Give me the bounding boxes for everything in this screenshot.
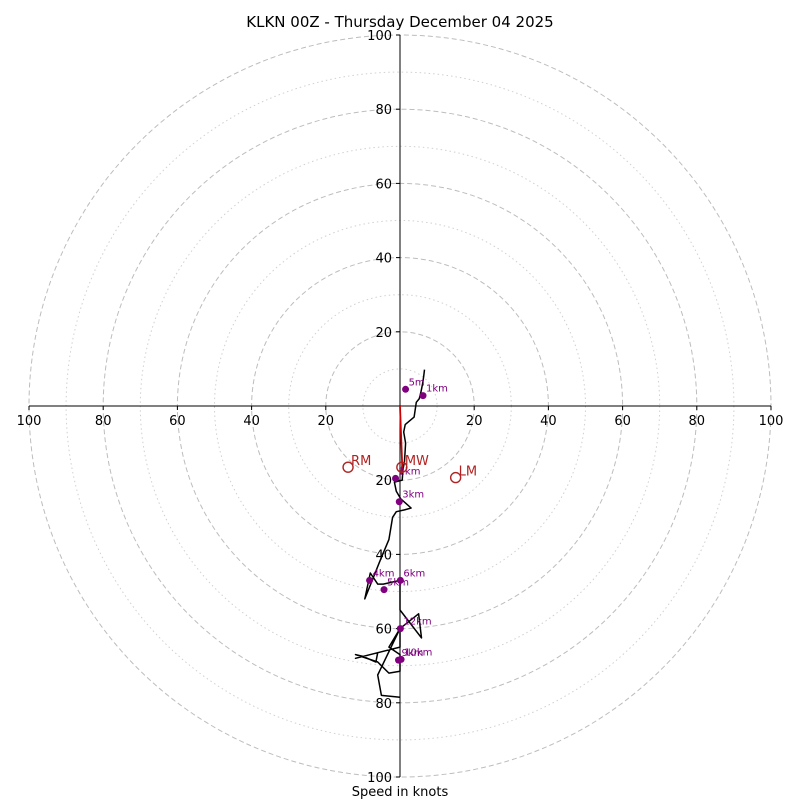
wind-trace [354,369,426,698]
storm-motion-line [399,405,404,475]
height-label-1km: 1km [426,384,448,395]
chart-title: KLKN 00Z - Thursday December 04 2025 [246,13,553,31]
height-marker-12km [396,625,404,633]
height-marker-3km [395,498,403,506]
height-label-6km: 6km [403,568,425,579]
motion-marker-RM [342,461,354,473]
wind-trace-group [354,369,426,698]
height-marker-2km [392,474,400,482]
x-tick-label: 40 [243,414,260,429]
y-tick-label: 80 [375,103,392,118]
motion-markers: RM LM MW [342,454,477,484]
x-tick-label: 100 [17,414,42,429]
y-tick-labels: 20 40 60 80 100 20 40 60 80 100 [367,29,392,786]
height-label-5m: 5m [409,377,425,388]
x-tick-label: 80 [95,414,112,429]
y-tick-label: 20 [375,326,392,341]
y-tick-label: 80 [375,697,392,712]
x-tick-label: 100 [759,414,784,429]
x-tick-label: 60 [614,414,631,429]
motion-label-LM: LM [459,465,477,480]
x-axis-label: Speed in knots [352,785,449,800]
height-label-9km: 9km [402,648,424,659]
height-marker-1km [419,392,427,400]
height-marker-5km [380,586,388,594]
height-label-3km: 3km [402,490,424,501]
y-tick-label: 60 [375,177,392,192]
y-tick-label: 100 [367,771,392,786]
x-tick-labels: 100 80 60 40 20 20 40 60 80 100 [17,414,784,429]
motion-marker-LM [449,471,462,484]
x-tick-label: 60 [169,414,186,429]
y-tick-label: 20 [375,474,392,489]
height-label-4km: 4km [373,568,395,579]
height-label-10km: 10km [404,647,432,658]
x-tick-label: 20 [318,414,335,429]
x-tick-label: 40 [540,414,557,429]
height-marker-4km [366,576,374,584]
height-label-12km: 12km [403,617,431,628]
y-tick-label: 100 [367,29,392,44]
motion-label-MW: MW [405,454,429,469]
y-tick-label: 40 [375,252,392,267]
height-marker-5m [402,385,410,393]
height-label-5km: 5km [387,578,409,589]
x-tick-label: 20 [466,414,483,429]
motion-marker-MW [396,461,408,473]
storm-motion-line-group [399,405,404,475]
y-tick-label: 60 [375,623,392,638]
height-marker-6km [396,576,404,584]
height-marker-10km [397,655,405,663]
motion-label-RM: RM [351,454,371,469]
x-tick-label: 80 [689,414,706,429]
height-label-2km: 2km [399,466,421,477]
y-tick-label: 40 [375,548,392,563]
